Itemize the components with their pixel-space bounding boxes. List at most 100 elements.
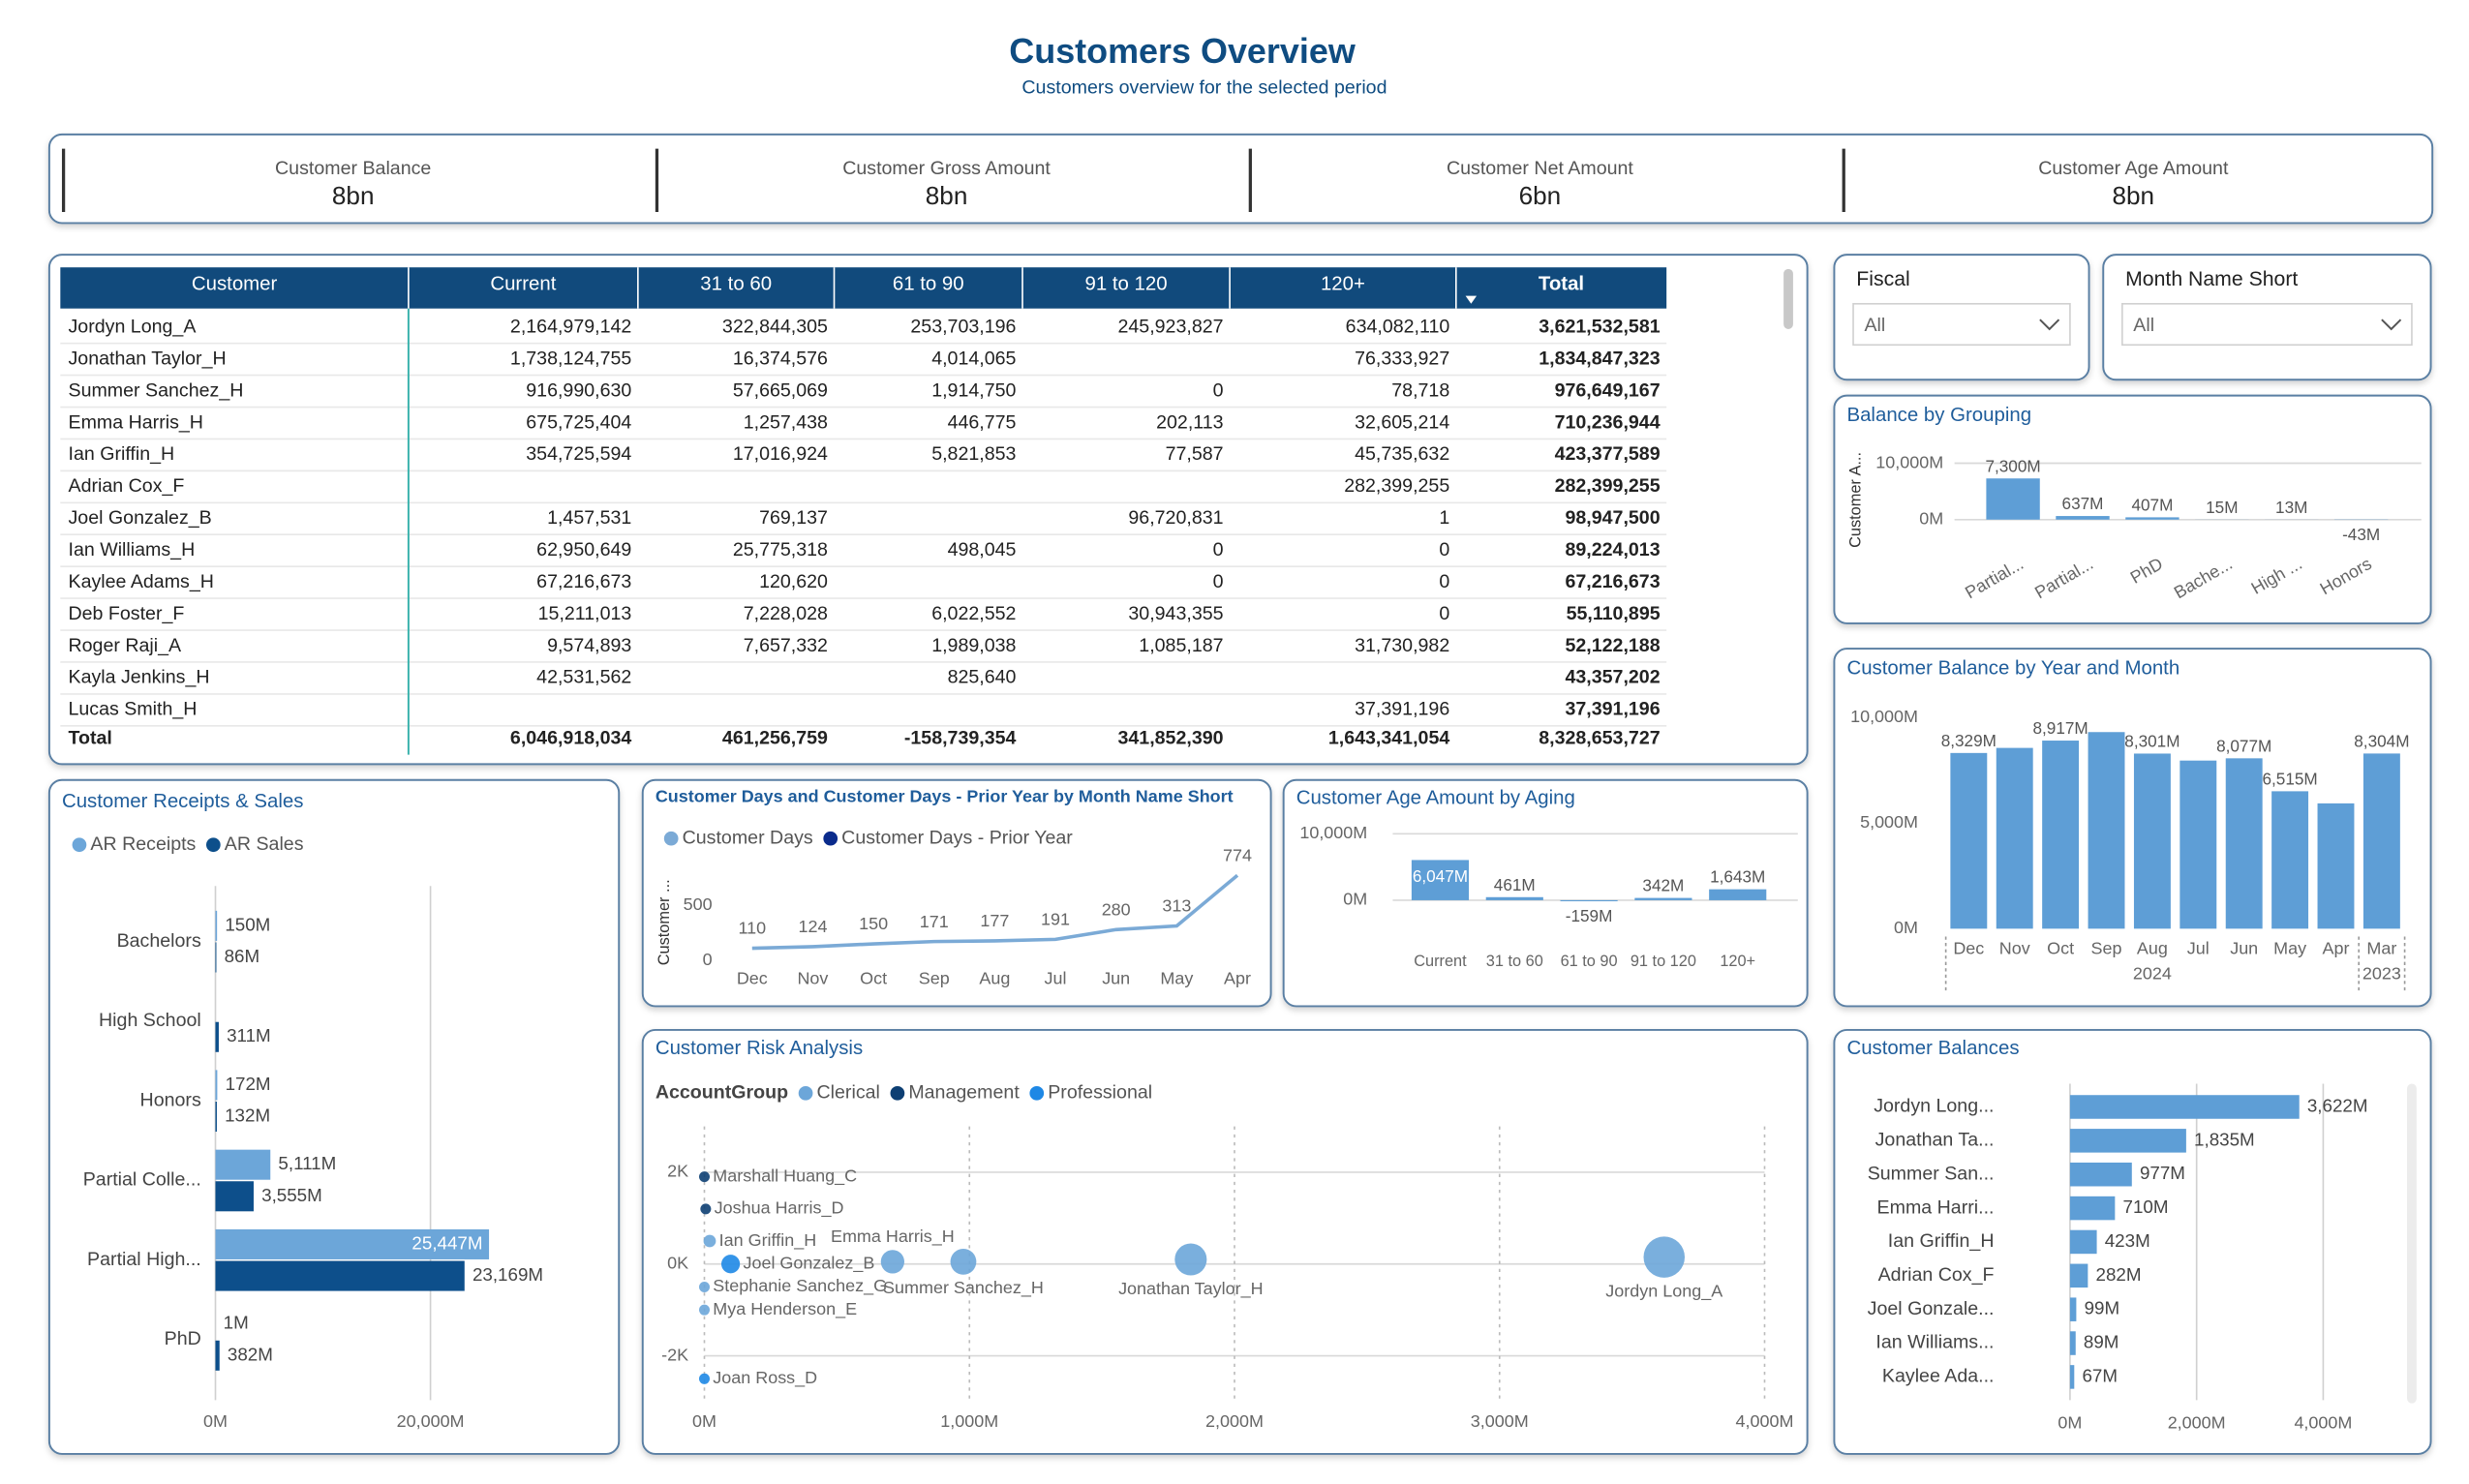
chart-title: Customer Age Amount by Aging [1296,788,1575,809]
kpi-label: Customer Gross Amount [842,158,1051,179]
bar [2133,753,2171,929]
table-cell: 1,989,038 [931,635,1016,656]
x-tick-label: May [1160,968,1193,987]
y-tick-label: Partial High... [87,1249,201,1270]
y-tick-label: Bachelors [117,930,201,952]
legend-title: AccountGroup [655,1082,788,1104]
chart-title: Balance by Grouping [1846,405,2031,426]
slicer-dropdown[interactable] [2121,302,2413,347]
slicer-value: All [2133,315,2154,336]
y-tick-label: Summer San... [1868,1163,1995,1184]
legend-label: Customer Days [683,827,813,848]
slicer-dropdown[interactable] [1852,302,2071,347]
table-cell: 825,640 [948,667,1017,688]
bubble [698,1304,711,1316]
y-tick-label: 10,000M [1299,823,1367,842]
slicer-value: All [1864,315,1885,336]
x-tick-label: 0M [2058,1413,2082,1433]
table-cell: 98,947,500 [1565,507,1660,529]
data-label: 8,077M [2216,736,2271,755]
table-header [60,267,1667,309]
table-cell: 1,085,187 [1139,635,1223,656]
y-tick-label: -2K [661,1345,688,1364]
y-tick-label: 10,000M [1850,707,1918,726]
bar [215,1260,465,1291]
table-cell: Joel Gonzalez_B [69,507,212,529]
x-tick-label: 4,000M [2294,1413,2352,1433]
x-tick-label: Aug [2137,938,2168,957]
table-cell: Summer Sanchez_H [69,379,244,401]
table-cell: 461,256,759 [722,727,828,748]
point-label: Stephanie Sanchez_G [713,1276,887,1296]
data-label: 177 [980,911,1009,930]
table-cell: 4,014,065 [931,348,1016,369]
bar [2271,791,2309,929]
kpi-value: 6bn [1519,181,1562,210]
y-tick-label: Emma Harri... [1877,1196,1995,1218]
legend-label: Clerical [817,1082,880,1104]
y-tick-label: 5,000M [1860,812,1918,832]
table-cell: 25,775,318 [733,539,828,560]
bar [215,910,218,941]
y-tick-label: PhD [165,1328,201,1349]
y-tick-label: Adrian Cox_F [1878,1264,1995,1286]
legend-label: AR Sales [225,833,304,855]
bar [1485,896,1543,900]
y-tick-label: Jonathan Ta... [1875,1130,1995,1151]
table-cell: 62,950,649 [536,539,631,560]
table-cell: 3,621,532,581 [1539,316,1660,337]
chevron [2039,318,2060,331]
data-label: 99M [2085,1298,2120,1318]
y-tick-label: 10,000M [1875,452,1943,471]
legend-swatch [1029,1085,1045,1101]
data-label: 124 [798,917,827,936]
bar [2362,753,2400,929]
table-cell: 0 [1439,539,1449,560]
x-tick-label: 31 to 60 [1486,953,1543,970]
bar [215,1340,220,1371]
bar [2069,1129,2186,1153]
y-tick-label: 0 [703,950,713,969]
table-cell: 322,844,305 [722,316,828,337]
chevron [2381,318,2402,331]
table-cell: 0 [1213,379,1224,401]
table-cell: 0 [1213,571,1224,592]
x-tick-label: Dec [737,968,768,987]
table-cell: 78,718 [1391,379,1449,401]
table-cell: 52,122,188 [1565,635,1660,656]
kpi-label: Customer Age Amount [2038,158,2229,179]
page-title: Customers Overview [1009,31,1356,71]
scrollbar[interactable] [2407,1083,2417,1404]
point-label: Joshua Harris_D [715,1198,844,1219]
table-cell: 30,943,355 [1128,603,1223,624]
panel [1833,394,2432,624]
y-axis-title: Customer A... [1847,452,1865,548]
bar [1996,747,2033,929]
data-label: 1,835M [2194,1129,2255,1149]
table-cell: Lucas Smith_H [69,699,198,720]
table-cell: Kaylee Adams_H [69,571,214,592]
table-cell: 120,620 [759,571,828,592]
bar [1950,752,1988,929]
bar [215,1021,219,1052]
point-label: Marshall Huang_C [713,1166,857,1186]
data-label: 423M [2105,1230,2150,1251]
table-cell: -158,739,354 [904,727,1017,748]
data-label: 710M [2123,1196,2169,1217]
data-label: 132M [225,1105,270,1125]
table-cell: 354,725,594 [526,443,631,465]
panel [47,778,621,1455]
table-cell: 0 [1439,571,1449,592]
x-tick-label: Dec [1953,938,1984,957]
x-tick-label: 2,000M [1205,1411,1264,1431]
legend-label: Customer Days - Prior Year [841,827,1073,848]
point-label: Jonathan Taylor_H [1118,1279,1264,1299]
scrollbar[interactable] [1783,268,1793,329]
point-label: Joel Gonzalez_B [743,1253,874,1273]
data-label: 461M [1494,875,1536,894]
legend-label: AR Receipts [90,833,196,855]
x-tick-label: Apr [2323,938,2350,957]
sort-indicator[interactable] [1465,295,1478,304]
kpi-value: 8bn [332,181,375,210]
kpi-label: Customer Balance [275,158,431,179]
